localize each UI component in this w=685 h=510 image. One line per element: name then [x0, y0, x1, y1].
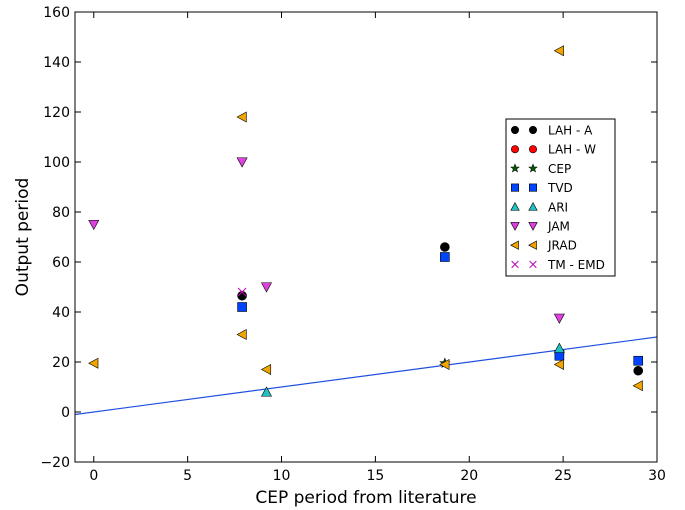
y-axis-label: Output period [13, 178, 33, 297]
legend-label: TVD [547, 181, 573, 195]
legend-entry-ari: ARI [510, 200, 568, 214]
legend-marker-ari [528, 201, 538, 211]
legend-marker-tm-emd [529, 260, 537, 269]
y-tick-label: 40 [52, 305, 70, 321]
x-axis-label: CEP period from literature [255, 488, 476, 508]
legend-marker-cep [528, 163, 538, 173]
data-point-jrad [88, 357, 99, 369]
legend-marker-tvd [528, 183, 537, 192]
legend-entry-lah-a: LAH - A [510, 124, 593, 138]
legend-label: JRAD [547, 239, 577, 253]
legend-entry-tm-emd: TM - EMD [511, 258, 605, 272]
legend-marker-jam [510, 222, 520, 231]
data-point-jrad [553, 45, 564, 57]
legend-label: LAH - W [548, 143, 596, 157]
data-point-jrad [236, 111, 247, 123]
y-tick-label: 60 [52, 255, 70, 271]
x-tick-label: 30 [648, 468, 666, 484]
data-point-jrad [632, 380, 643, 392]
ticks-layer: 0 5 10 15 20 25 30 −20 0 20 40 60 80 100 120 140 160 [40, 5, 665, 484]
data-point-tvd [633, 355, 644, 366]
data-point-jrad [260, 363, 272, 376]
y-tick-label: 160 [43, 5, 70, 21]
legend-marker-jam [528, 222, 538, 231]
data-points-layer [88, 45, 644, 397]
legend-entry-jam: JAM [510, 220, 570, 234]
legend-marker-tm-emd [511, 260, 519, 269]
legend-marker-ari [510, 201, 520, 211]
data-point-jam [553, 313, 565, 324]
y-tick-label: 0 [61, 405, 70, 421]
legend-label: JAM [547, 220, 570, 234]
data-point-lah-a [633, 365, 644, 376]
data-point-ari [260, 386, 273, 397]
data-point-jam [236, 157, 248, 168]
data-point-tvd [440, 252, 450, 262]
x-tick-label: 15 [366, 468, 384, 484]
series-ari [260, 342, 565, 397]
legend-label: CEP [548, 162, 571, 176]
legend-marker-lah-a [528, 126, 537, 135]
data-point-jrad [236, 328, 247, 341]
legend-entry-tvd: TVD [510, 181, 573, 195]
legend-entry-cep: CEP [510, 162, 571, 176]
y-tick-label: 140 [43, 55, 70, 71]
legend-marker-lah-w [528, 145, 537, 154]
legend-label: LAH - A [548, 124, 593, 138]
y-tick-label: 100 [43, 155, 70, 171]
y-tick-label: 120 [43, 105, 70, 121]
y-tick-label: −20 [40, 455, 70, 471]
series-jam [88, 157, 565, 324]
x-tick-label: 5 [183, 468, 192, 484]
legend-marker-cep [510, 163, 520, 173]
legend-box [505, 118, 616, 277]
x-tick-label: 10 [273, 468, 291, 484]
x-tick-label: 25 [554, 468, 572, 484]
data-point-jrad [439, 358, 450, 371]
data-point-tvd [237, 302, 247, 312]
data-point-tm-emd [237, 287, 247, 297]
legend-marker-lah-a [510, 126, 519, 135]
data-point-jrad [553, 358, 564, 371]
legend-marker-lah-w [510, 145, 519, 154]
data-point-jam [260, 282, 273, 293]
legend-entry-lah-w: LAH - W [510, 143, 596, 157]
y-tick-label: 80 [52, 205, 70, 221]
data-point-lah-a [237, 290, 247, 301]
x-tick-label: 20 [460, 468, 478, 484]
legend-marker-jrad [510, 240, 519, 250]
legend-label: TM - EMD [547, 258, 605, 272]
legend-marker-jrad [528, 240, 537, 250]
data-point-ari [553, 342, 565, 353]
legend: LAH - A LAH - W CEP TVD ARI JAM JRAD TM - EMD [505, 118, 616, 277]
plot-frame [74, 11, 658, 463]
legend-entry-jrad: JRAD [510, 239, 577, 253]
y-tick-label: 20 [52, 355, 70, 371]
x-tick-label: 0 [89, 468, 98, 484]
legend-label: ARI [548, 200, 568, 214]
data-point-lah-a [440, 242, 450, 252]
series-jrad [88, 45, 643, 392]
data-point-jam [88, 219, 100, 231]
series-tm-emd [237, 287, 247, 297]
legend-marker-tvd [510, 183, 519, 192]
